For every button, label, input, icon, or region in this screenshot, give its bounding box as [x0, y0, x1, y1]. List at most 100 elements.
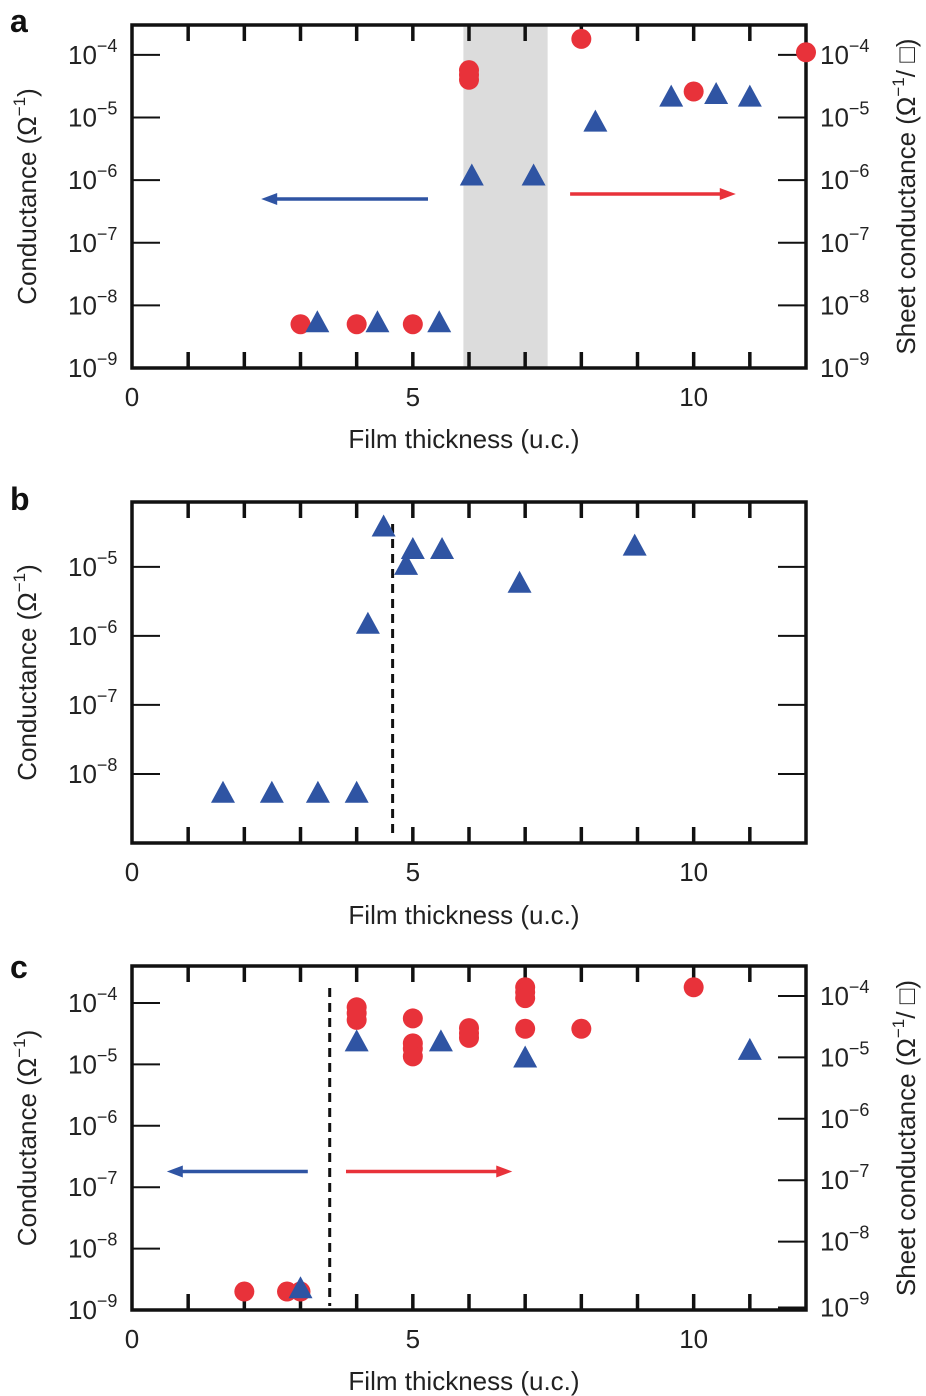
- tick-exponent: −4: [97, 984, 118, 1004]
- tick-exponent: −8: [849, 1223, 870, 1243]
- data-point-triangle: [355, 611, 380, 634]
- data-point-triangle: [737, 1037, 762, 1060]
- data-point-circle: [234, 1281, 255, 1302]
- y2-tick-label: 10−7: [820, 1161, 869, 1195]
- data-point-triangle: [371, 514, 396, 537]
- tick-base: 10: [68, 1172, 97, 1202]
- tick-base: 10: [68, 228, 97, 258]
- data-point-triangle: [583, 109, 608, 132]
- y2-axis-title: Sheet conductance (Ω−1/ □): [889, 980, 921, 1296]
- tick-base: 10: [68, 690, 97, 720]
- tick-base: 10: [820, 165, 849, 195]
- data-point-triangle: [622, 533, 647, 556]
- y2-tick-label: 10−8: [820, 286, 869, 320]
- tick-exponent: −5: [849, 1038, 870, 1058]
- data-point-triangle: [428, 1029, 453, 1052]
- data-point-circle: [402, 1008, 423, 1029]
- data-point-circle: [346, 1009, 367, 1030]
- data-point-circle: [571, 28, 592, 49]
- data-point-circle: [571, 1018, 592, 1039]
- y-tick-label: 10−9: [68, 349, 117, 383]
- y-tick-label: 10−7: [68, 1168, 117, 1202]
- data-point-triangle: [305, 780, 330, 803]
- tick-base: 10: [820, 1104, 849, 1134]
- label-superscript: −1: [10, 573, 29, 592]
- tick-exponent: −4: [849, 36, 870, 56]
- data-point-circle: [683, 81, 704, 102]
- arrow-red-head: [719, 188, 736, 201]
- label-text: / □): [891, 980, 921, 1019]
- data-point-circle: [459, 1027, 479, 1048]
- tick-base: 10: [820, 1165, 849, 1195]
- x-tick-label: 5: [406, 857, 420, 887]
- tick-exponent: −8: [97, 755, 118, 775]
- label-superscript: −1: [10, 1038, 29, 1057]
- y-tick-label: 10−5: [68, 1045, 117, 1079]
- tick-exponent: −6: [97, 617, 118, 637]
- data-point-triangle: [427, 310, 452, 333]
- data-point-triangle: [259, 780, 284, 803]
- tick-base: 10: [820, 1042, 849, 1072]
- data-point-triangle: [521, 163, 546, 186]
- tick-exponent: −8: [97, 1230, 118, 1250]
- y-tick-label: 10−4: [68, 984, 117, 1018]
- y-axis-title: Conductance (Ω−1): [10, 1030, 42, 1247]
- tick-exponent: −6: [97, 161, 118, 181]
- tick-base: 10: [68, 1111, 97, 1141]
- tick-base: 10: [68, 353, 97, 383]
- data-point-triangle: [365, 310, 390, 333]
- data-point-circle: [346, 314, 367, 335]
- panel-letter: a: [10, 3, 28, 39]
- data-point-triangle: [659, 84, 684, 107]
- label-text: ): [12, 1030, 42, 1039]
- arrow-blue-head: [166, 1165, 183, 1178]
- tick-exponent: −6: [849, 161, 870, 181]
- tick-base: 10: [68, 40, 97, 70]
- y2-tick-label: 10−9: [820, 1288, 869, 1322]
- tick-exponent: −5: [849, 99, 870, 119]
- label-text: Conductance (Ω: [12, 592, 42, 781]
- tick-base: 10: [68, 290, 97, 320]
- tick-exponent: −9: [849, 349, 870, 369]
- data-point-triangle: [305, 310, 330, 333]
- tick-exponent: −7: [97, 224, 118, 244]
- plot-frame: [130, 500, 808, 845]
- x-axis-title: Film thickness (u.c.): [348, 424, 579, 454]
- data-point-circle: [796, 42, 816, 63]
- y2-tick-label: 10−4: [820, 977, 869, 1011]
- data-point-triangle: [737, 84, 762, 107]
- tick-base: 10: [820, 290, 849, 320]
- y2-tick-label: 10−4: [820, 36, 869, 70]
- data-point-triangle: [459, 163, 484, 186]
- tick-exponent: −4: [97, 36, 118, 56]
- tick-base: 10: [68, 552, 97, 582]
- y2-tick-label: 10−5: [820, 99, 869, 133]
- y-tick-label: 10−6: [68, 617, 117, 651]
- x-tick-label: 10: [679, 857, 708, 887]
- tick-exponent: −6: [849, 1100, 870, 1120]
- data-point-circle: [459, 69, 479, 90]
- tick-exponent: −6: [97, 1107, 118, 1127]
- y-tick-label: 10−6: [68, 1107, 117, 1141]
- label-superscript: −1: [889, 1019, 908, 1038]
- data-point-triangle: [344, 1029, 369, 1052]
- data-point-triangle: [344, 780, 369, 803]
- x-tick-label: 10: [679, 382, 708, 412]
- tick-exponent: −5: [97, 1045, 118, 1065]
- y-axis-title: Conductance (Ω−1): [10, 88, 42, 305]
- y-tick-label: 10−9: [68, 1291, 117, 1325]
- data-point-triangle: [430, 536, 455, 559]
- tick-base: 10: [820, 1292, 849, 1322]
- tick-base: 10: [68, 1295, 97, 1325]
- x-tick-label: 10: [679, 1324, 708, 1354]
- tick-base: 10: [68, 103, 97, 133]
- panel-c: c0 5 1010−410−510−610−710−810−910−410−510−…: [10, 949, 921, 1396]
- y2-tick-label: 10−5: [820, 1038, 869, 1072]
- label-superscript: −1: [889, 77, 908, 96]
- data-point-circle: [290, 314, 311, 335]
- data-point-circle: [683, 977, 704, 998]
- tick-base: 10: [68, 1234, 97, 1264]
- y-tick-label: 10−7: [68, 224, 117, 258]
- x-tick-label: 0: [125, 857, 139, 887]
